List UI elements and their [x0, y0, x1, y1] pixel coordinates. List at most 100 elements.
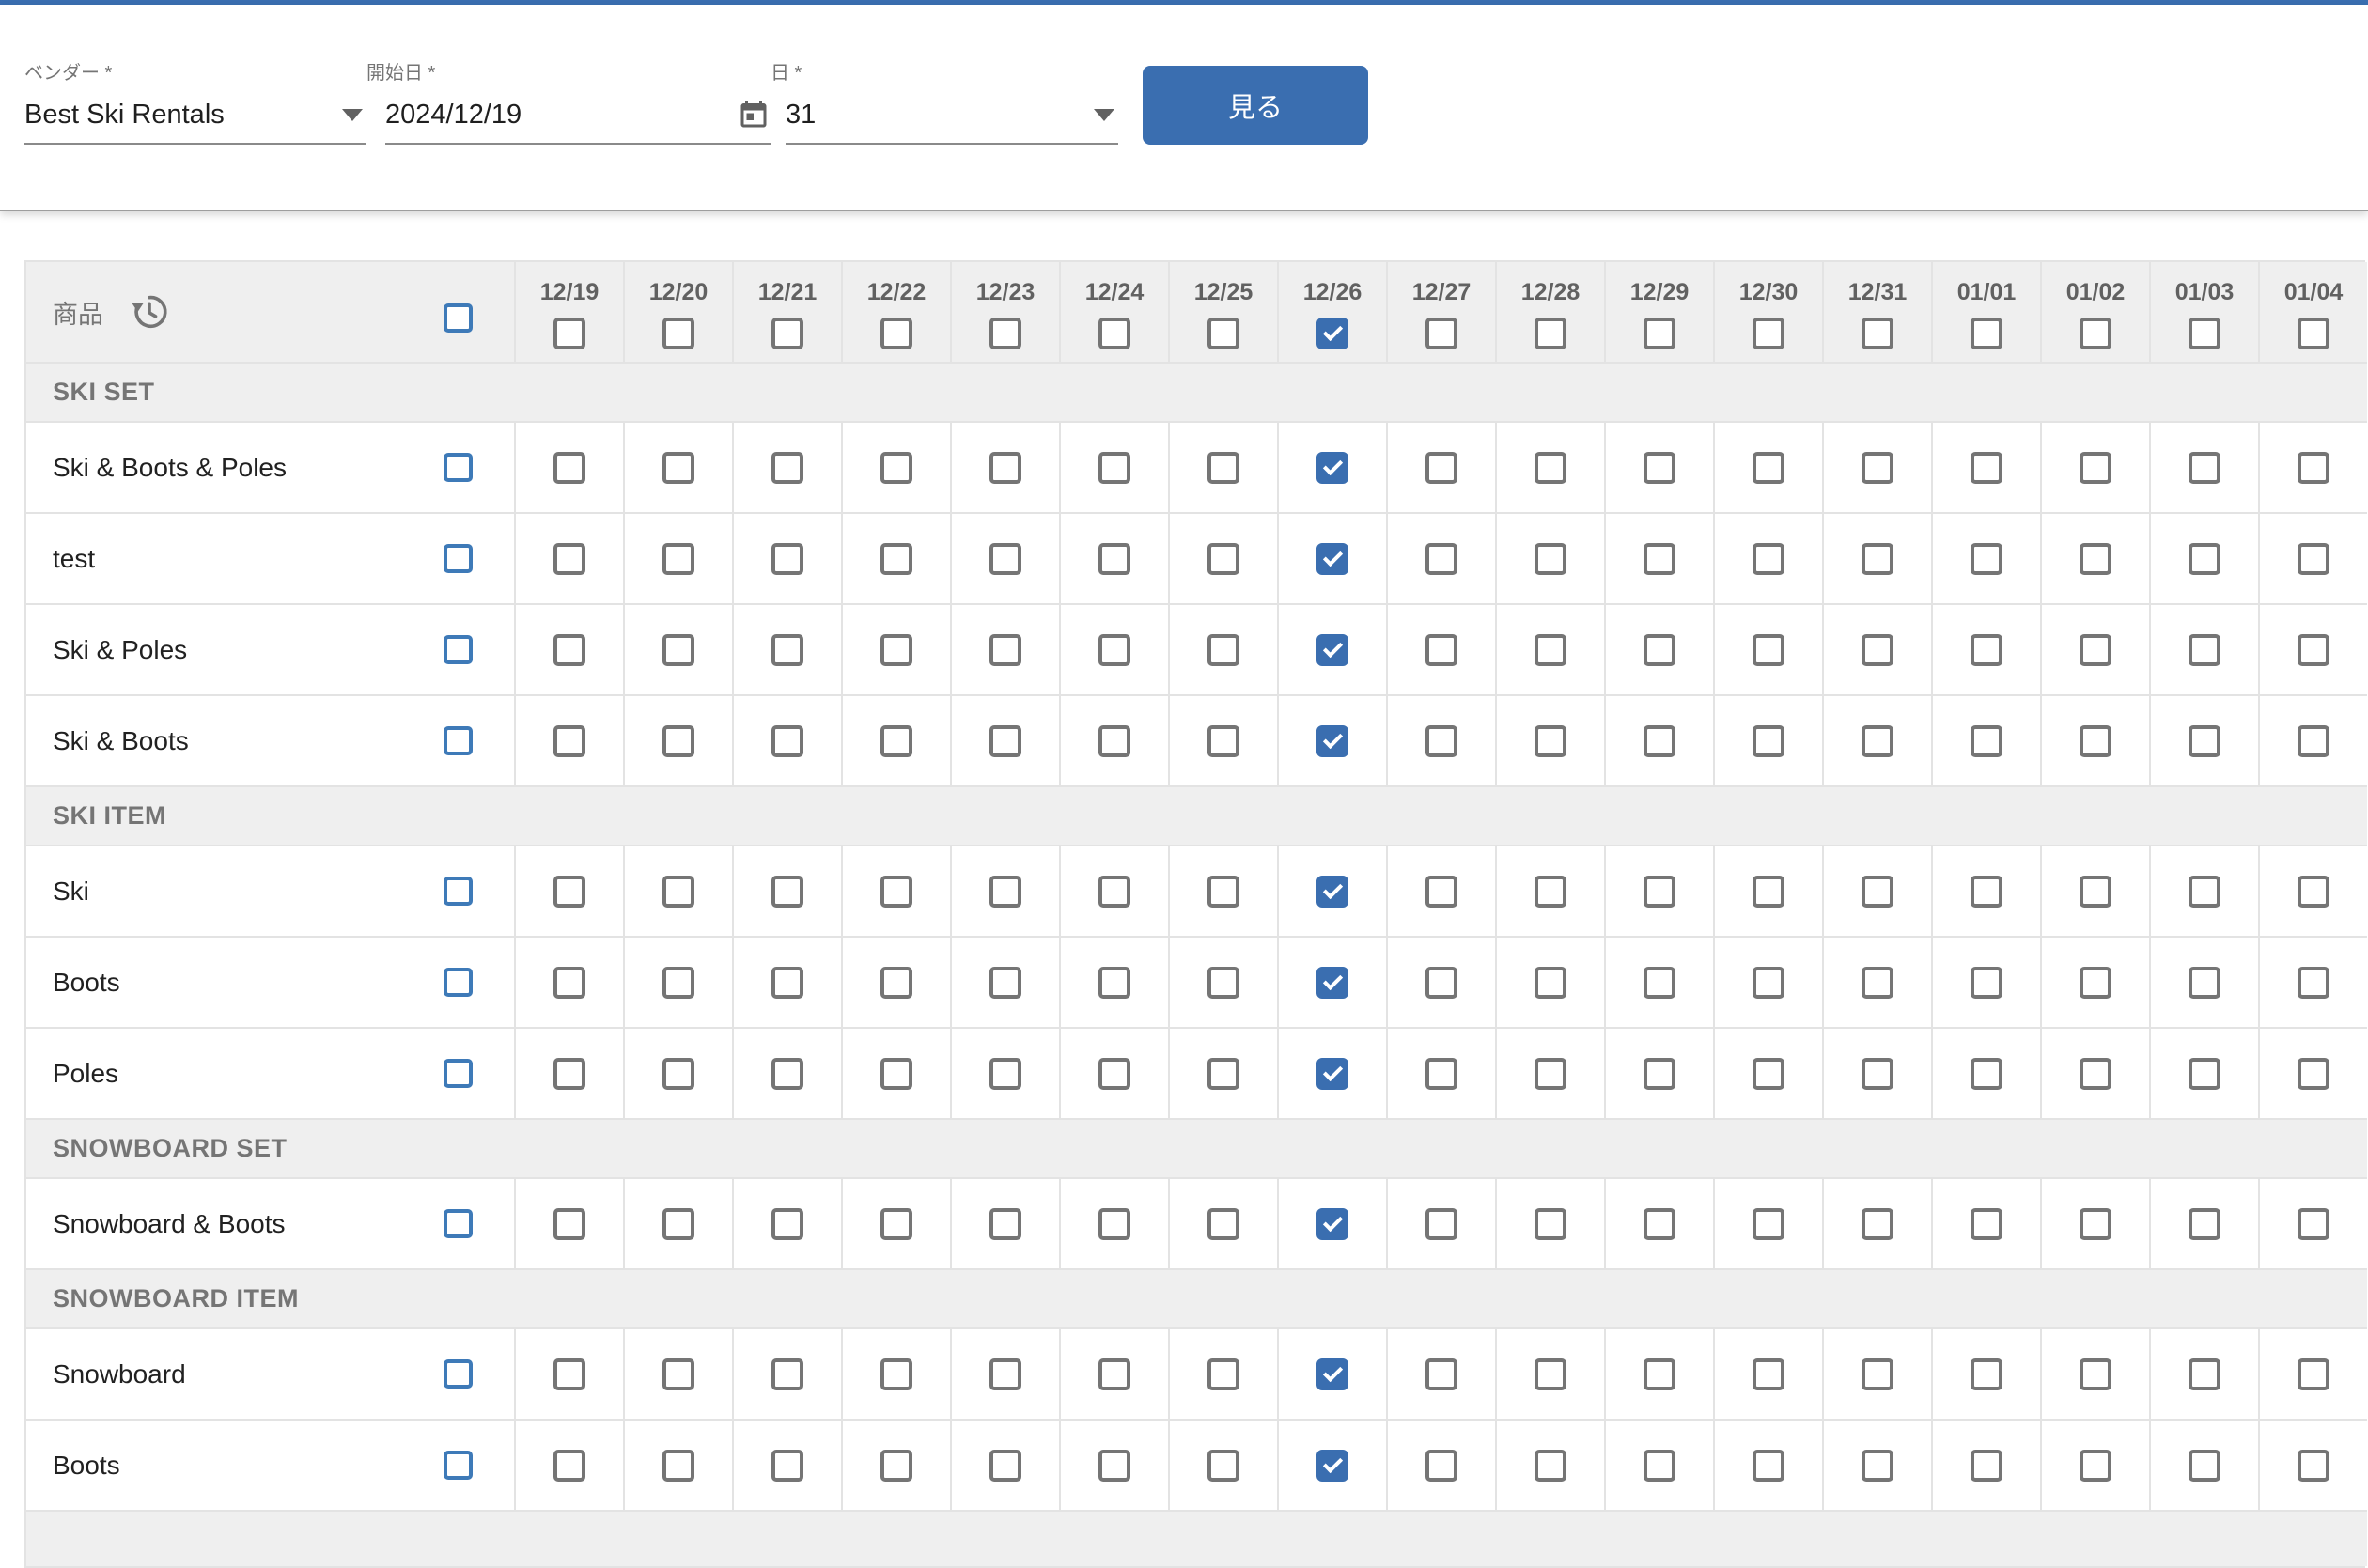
- availability-checkbox[interactable]: [1971, 966, 2002, 999]
- availability-checkbox[interactable]: [1098, 1358, 1130, 1390]
- select-all-checkbox[interactable]: [444, 303, 473, 333]
- availability-checkbox[interactable]: [1644, 451, 1675, 484]
- availability-checkbox[interactable]: [989, 542, 1021, 575]
- history-icon[interactable]: [128, 290, 171, 334]
- availability-checkbox[interactable]: [1753, 966, 1784, 999]
- days-select[interactable]: 31: [786, 98, 1118, 145]
- column-select-checkbox[interactable]: [989, 318, 1021, 349]
- column-select-checkbox[interactable]: [1862, 318, 1893, 349]
- availability-checkbox[interactable]: [1207, 724, 1239, 757]
- availability-checkbox[interactable]: [2080, 966, 2111, 999]
- availability-checkbox[interactable]: [1971, 1358, 2002, 1390]
- availability-checkbox[interactable]: [2189, 1449, 2220, 1482]
- availability-checkbox[interactable]: [662, 724, 694, 757]
- availability-checkbox[interactable]: [1316, 633, 1348, 666]
- row-select-checkbox[interactable]: [444, 1359, 473, 1389]
- availability-checkbox[interactable]: [2189, 1057, 2220, 1090]
- availability-checkbox[interactable]: [1535, 1449, 1566, 1482]
- availability-checkbox[interactable]: [1207, 1057, 1239, 1090]
- availability-checkbox[interactable]: [1644, 1449, 1675, 1482]
- column-select-checkbox[interactable]: [1425, 318, 1457, 349]
- availability-checkbox[interactable]: [1753, 451, 1784, 484]
- availability-checkbox[interactable]: [1971, 1057, 2002, 1090]
- availability-checkbox[interactable]: [880, 542, 912, 575]
- availability-checkbox[interactable]: [1207, 633, 1239, 666]
- availability-checkbox[interactable]: [662, 966, 694, 999]
- availability-checkbox[interactable]: [553, 724, 585, 757]
- availability-checkbox[interactable]: [1644, 1358, 1675, 1390]
- column-select-checkbox[interactable]: [880, 318, 912, 349]
- calendar-icon[interactable]: [737, 98, 771, 132]
- availability-checkbox[interactable]: [1971, 724, 2002, 757]
- availability-checkbox[interactable]: [1535, 633, 1566, 666]
- availability-checkbox[interactable]: [2189, 633, 2220, 666]
- view-button[interactable]: 見る: [1143, 66, 1368, 145]
- column-select-checkbox[interactable]: [1644, 318, 1675, 349]
- availability-checkbox[interactable]: [2080, 542, 2111, 575]
- availability-checkbox[interactable]: [1098, 966, 1130, 999]
- availability-checkbox[interactable]: [1535, 1358, 1566, 1390]
- availability-checkbox[interactable]: [1644, 633, 1675, 666]
- column-select-checkbox[interactable]: [1098, 318, 1130, 349]
- availability-checkbox[interactable]: [1644, 1057, 1675, 1090]
- availability-checkbox[interactable]: [771, 542, 803, 575]
- availability-checkbox[interactable]: [1207, 966, 1239, 999]
- vendor-select[interactable]: Best Ski Rentals: [24, 98, 366, 145]
- availability-checkbox[interactable]: [880, 724, 912, 757]
- availability-checkbox[interactable]: [989, 451, 1021, 484]
- row-select-checkbox[interactable]: [444, 1059, 473, 1088]
- availability-checkbox[interactable]: [553, 1207, 585, 1240]
- availability-checkbox[interactable]: [662, 1358, 694, 1390]
- column-select-checkbox[interactable]: [1753, 318, 1784, 349]
- availability-checkbox[interactable]: [1862, 1449, 1893, 1482]
- availability-checkbox[interactable]: [1535, 451, 1566, 484]
- availability-checkbox[interactable]: [1753, 724, 1784, 757]
- availability-checkbox[interactable]: [2080, 1057, 2111, 1090]
- availability-checkbox[interactable]: [1316, 1449, 1348, 1482]
- column-select-checkbox[interactable]: [2080, 318, 2111, 349]
- availability-checkbox[interactable]: [2189, 875, 2220, 908]
- availability-checkbox[interactable]: [989, 966, 1021, 999]
- availability-checkbox[interactable]: [1644, 724, 1675, 757]
- availability-checkbox[interactable]: [553, 542, 585, 575]
- availability-checkbox[interactable]: [2298, 1207, 2329, 1240]
- availability-checkbox[interactable]: [2080, 724, 2111, 757]
- availability-checkbox[interactable]: [771, 966, 803, 999]
- availability-checkbox[interactable]: [880, 875, 912, 908]
- availability-checkbox[interactable]: [1316, 1207, 1348, 1240]
- availability-checkbox[interactable]: [1316, 724, 1348, 757]
- availability-checkbox[interactable]: [989, 1449, 1021, 1482]
- availability-checkbox[interactable]: [1644, 542, 1675, 575]
- availability-checkbox[interactable]: [662, 1207, 694, 1240]
- column-select-checkbox[interactable]: [662, 318, 694, 349]
- availability-checkbox[interactable]: [771, 1449, 803, 1482]
- row-select-checkbox[interactable]: [444, 453, 473, 482]
- availability-checkbox[interactable]: [553, 451, 585, 484]
- availability-checkbox[interactable]: [2080, 451, 2111, 484]
- availability-checkbox[interactable]: [2189, 1207, 2220, 1240]
- availability-checkbox[interactable]: [771, 724, 803, 757]
- availability-checkbox[interactable]: [2080, 1207, 2111, 1240]
- column-select-checkbox[interactable]: [2298, 318, 2329, 349]
- availability-checkbox[interactable]: [1971, 451, 2002, 484]
- availability-checkbox[interactable]: [1098, 875, 1130, 908]
- availability-checkbox[interactable]: [1644, 966, 1675, 999]
- availability-checkbox[interactable]: [1862, 451, 1893, 484]
- availability-checkbox[interactable]: [1971, 1207, 2002, 1240]
- row-select-checkbox[interactable]: [444, 635, 473, 664]
- availability-checkbox[interactable]: [1862, 724, 1893, 757]
- availability-checkbox[interactable]: [2298, 966, 2329, 999]
- availability-checkbox[interactable]: [2189, 1358, 2220, 1390]
- availability-checkbox[interactable]: [2080, 1358, 2111, 1390]
- availability-checkbox[interactable]: [2298, 542, 2329, 575]
- availability-checkbox[interactable]: [1098, 633, 1130, 666]
- availability-checkbox[interactable]: [880, 451, 912, 484]
- availability-checkbox[interactable]: [1098, 1207, 1130, 1240]
- availability-checkbox[interactable]: [1644, 1207, 1675, 1240]
- row-select-checkbox[interactable]: [444, 968, 473, 997]
- availability-checkbox[interactable]: [771, 1358, 803, 1390]
- availability-checkbox[interactable]: [1316, 451, 1348, 484]
- row-select-checkbox[interactable]: [444, 726, 473, 755]
- availability-checkbox[interactable]: [880, 1449, 912, 1482]
- availability-checkbox[interactable]: [2189, 724, 2220, 757]
